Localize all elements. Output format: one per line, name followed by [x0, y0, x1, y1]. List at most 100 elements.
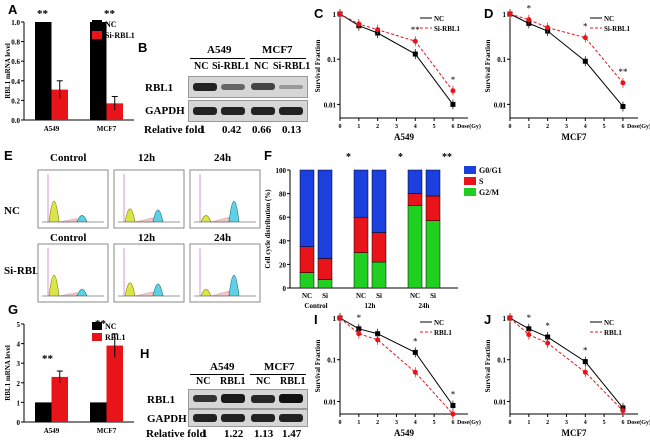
band: [251, 83, 275, 90]
y-tick-label: 0.01: [324, 398, 337, 406]
x-tick-label: NC: [410, 292, 420, 300]
bar: [51, 89, 68, 120]
blot-h-rel-2: 1.22: [224, 428, 244, 440]
flow-col-control-2: Control: [50, 232, 87, 244]
x-tick-label: 0: [339, 124, 342, 130]
data-point: [450, 402, 456, 408]
data-point: [526, 332, 532, 338]
flow-col-24h: 24h: [214, 152, 232, 164]
y-tick-label: 1: [17, 399, 21, 407]
y-tick-label: 0.01: [494, 101, 507, 109]
bar-chart-g: 0 1 2 3 4 5 RBL1 mRNA level A549 MCF7 NC RBL1: [4, 321, 134, 435]
g2-peak: [228, 274, 240, 297]
x-tick-label: 0: [339, 420, 342, 426]
blot-h-rbl1-strip: [188, 389, 308, 409]
blot-h-row-gapdh: GAPDH: [147, 413, 187, 425]
data-point: [450, 411, 456, 417]
data-point: [620, 408, 626, 414]
y-tick-label: 0.1: [327, 56, 336, 64]
stacked-segment: [425, 169, 441, 197]
stacked-segment: [299, 246, 315, 273]
panel-label-d: D: [484, 6, 494, 21]
y-tick-label: 0.8: [11, 39, 20, 47]
y-tick-label: 2: [17, 380, 21, 388]
stacked-segment: [317, 258, 333, 280]
group-label: Control: [304, 302, 327, 310]
data-point: [526, 17, 532, 23]
y-axis-label: Cell cycle distribution (%): [264, 189, 272, 269]
sig-g-1: **: [42, 353, 53, 365]
legend-swatch: [464, 177, 476, 185]
blot-b-rel-2: 0.42: [222, 124, 242, 136]
x-tick-label: 0: [509, 420, 512, 426]
legend-swatch: [464, 188, 476, 196]
significance-marker: *: [451, 75, 456, 85]
g1-peak: [48, 274, 60, 297]
y-tick-label: 40: [279, 238, 287, 246]
panel-label-i: I: [314, 312, 318, 327]
band: [221, 394, 245, 403]
stacked-segment: [407, 193, 423, 206]
group-label: 12h: [365, 302, 376, 310]
blot-b-rbl1-strip: [188, 76, 308, 98]
sig-a-2: **: [104, 8, 115, 20]
g2-peak: [152, 209, 164, 223]
g1-peak: [124, 282, 136, 297]
band: [251, 414, 275, 422]
data-point: [620, 80, 626, 86]
panel-label-h: H: [140, 346, 150, 361]
band: [221, 414, 245, 422]
stacked-segment: [353, 169, 369, 218]
panel-label-e: E: [4, 148, 13, 163]
y-tick-label: 0.0: [11, 117, 20, 125]
x-tick-label: 6: [451, 420, 454, 426]
data-point: [375, 331, 381, 337]
band: [193, 414, 217, 422]
x-tick-label: A549: [44, 125, 60, 133]
x-tick-label: 5: [433, 420, 436, 426]
stacked-segment: [317, 279, 333, 289]
bar: [106, 345, 123, 422]
x-tick-label: Si: [376, 292, 382, 300]
data-point: [412, 51, 418, 57]
legend-swatch: [92, 322, 102, 330]
data-point: [356, 331, 362, 337]
data-point: [545, 25, 551, 31]
band: [193, 395, 217, 402]
legend-label: NC: [604, 319, 614, 327]
bar: [106, 103, 123, 120]
significance-marker: *: [583, 22, 588, 32]
blot-h-lane-4: RBL1: [280, 376, 306, 387]
x-tick-label: 3: [565, 124, 568, 130]
y-tick-label: 4: [17, 341, 21, 349]
band: [221, 107, 245, 115]
y-tick-label: 0.1: [497, 357, 506, 365]
y-tick-label: 1: [333, 11, 337, 19]
stacked-segment: [317, 169, 333, 259]
data-point: [375, 27, 381, 33]
y-axis-label: RBL1 mRNA level: [4, 345, 12, 401]
x-tick-label: 5: [603, 124, 606, 130]
legend-label: G0/G1: [479, 166, 502, 175]
blot-b-row-rbl1: RBL1: [145, 82, 174, 94]
significance-marker: **: [411, 25, 421, 35]
bar: [90, 402, 107, 422]
significance-marker: *: [357, 313, 362, 323]
flow-row-nc: NC: [4, 205, 20, 217]
x-tick-label: 5: [603, 420, 606, 426]
data-point: [582, 35, 588, 41]
blot-b-lane-1: NC: [194, 61, 209, 72]
sig-f-3: **: [442, 152, 452, 163]
stacked-segment: [425, 220, 441, 289]
stacked-segment: [353, 216, 369, 253]
sig-a-1: **: [37, 8, 48, 20]
bar: [51, 376, 68, 422]
y-tick-label: 0.1: [497, 56, 506, 64]
x-axis-label: MCF7: [562, 132, 587, 142]
y-tick-label: 80: [279, 191, 287, 199]
survival-chart-i: 0.01 0.1 1 0 1 2 3 4 5 6 Dose(Gy) A549 Survival Frac…: [314, 313, 481, 438]
significance-marker: *: [527, 4, 532, 14]
y-tick-label: 1: [503, 315, 507, 323]
y-axis-label: Survival Fraction: [314, 40, 322, 93]
y-tick-label: 0: [283, 285, 287, 293]
